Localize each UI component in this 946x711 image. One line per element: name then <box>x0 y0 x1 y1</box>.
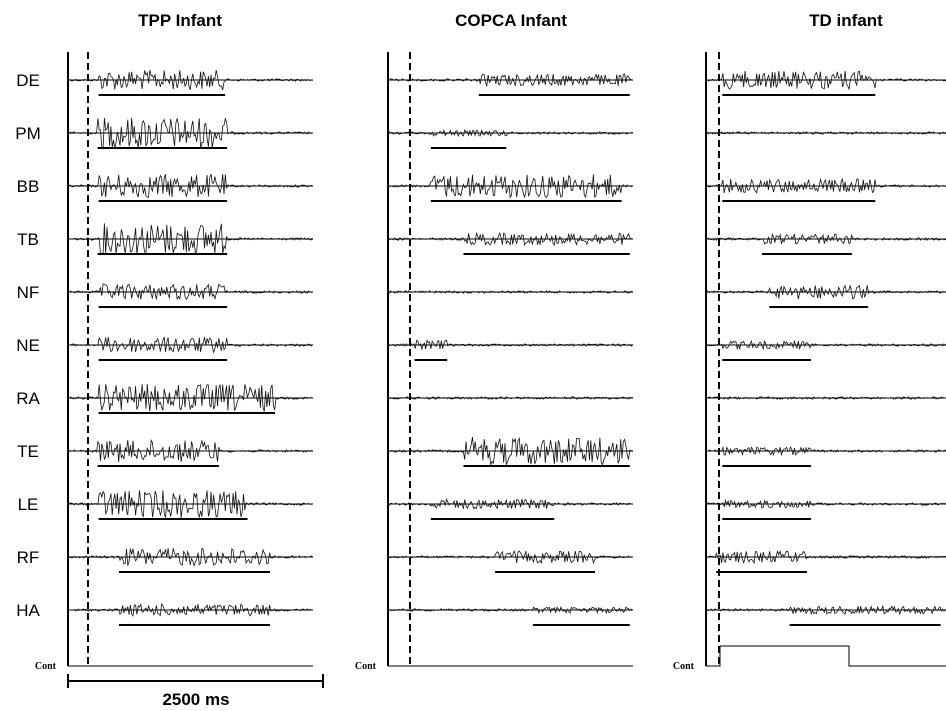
control-label: Cont <box>35 661 57 672</box>
muscle-label-de: DE <box>16 71 40 90</box>
muscle-label-bb: BB <box>17 177 40 196</box>
muscle-label-ra: RA <box>16 389 40 408</box>
emg-trace-te <box>67 438 313 463</box>
emg-trace-ha <box>67 602 313 617</box>
emg-trace-te <box>705 445 946 457</box>
panel-2: COPCA Infant Cont <box>355 11 633 672</box>
emg-trace-tb <box>387 231 633 247</box>
emg-trace-nf <box>67 283 313 301</box>
muscle-label-tb: TB <box>17 230 39 249</box>
emg-trace-bb <box>705 177 946 194</box>
scale-bar-label: 2500 ms <box>162 690 229 709</box>
emg-trace-le <box>67 490 313 519</box>
emg-trace-ne <box>67 336 313 354</box>
emg-trace-nf <box>387 290 633 294</box>
emg-trace-ha <box>705 604 946 616</box>
emg-trace-ra <box>67 384 313 412</box>
emg-trace-le <box>705 498 946 509</box>
emg-trace-ne <box>387 339 633 351</box>
emg-trace-pm <box>705 131 946 135</box>
panels-group: TPP InfantDEPMBBTBNFNERATELERFHAContCOPC… <box>15 11 946 672</box>
emg-trace-nf <box>705 284 946 300</box>
control-trace <box>706 645 946 667</box>
emg-trace-ha <box>387 606 633 615</box>
muscle-label-te: TE <box>17 442 39 461</box>
scale-bar: 2500 ms <box>67 674 324 709</box>
emg-trace-de <box>705 70 946 91</box>
emg-trace-tb <box>67 223 313 256</box>
emg-trace-bb <box>387 174 633 199</box>
emg-trace-tb <box>705 232 946 245</box>
muscle-label-ne: NE <box>16 336 40 355</box>
emg-trace-le <box>387 498 633 510</box>
muscle-label-pm: PM <box>15 124 41 143</box>
emg-trace-ne <box>705 339 946 351</box>
emg-trace-de <box>67 70 313 91</box>
panel-1: TPP Infant DE PM BB TB NF NE RA TE LE RF HA Cont <box>15 11 313 672</box>
panel-title: TD infant <box>809 11 883 30</box>
emg-trace-bb <box>67 173 313 198</box>
emg-trace-rf <box>705 549 946 565</box>
panel-3: TD infant Cont <box>673 11 946 672</box>
muscle-label-rf: RF <box>17 548 40 567</box>
muscle-label-nf: NF <box>17 283 40 302</box>
muscle-label-le: LE <box>18 495 39 514</box>
control-label: Cont <box>355 661 377 672</box>
emg-trace-ra <box>705 396 946 400</box>
muscle-label-ha: HA <box>16 601 40 620</box>
emg-trace-de <box>387 73 633 88</box>
emg-trace-pm <box>387 128 633 137</box>
control-label: Cont <box>673 661 695 672</box>
emg-trace-ra <box>387 396 633 400</box>
emg-trace-pm <box>67 117 313 150</box>
panel-title: TPP Infant <box>138 11 222 30</box>
panel-title: COPCA Infant <box>455 11 567 30</box>
emg-trace-rf <box>387 549 633 565</box>
emg-trace-te <box>387 437 633 466</box>
emg-trace-rf <box>67 547 313 567</box>
